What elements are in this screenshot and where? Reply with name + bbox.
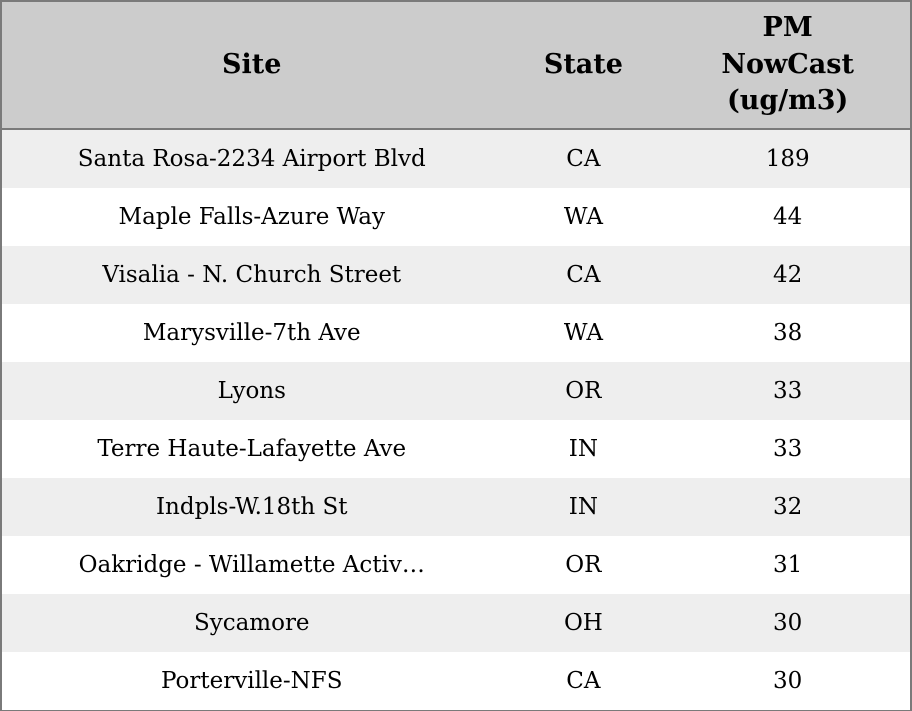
table-row: Visalia - N. Church Street CA 42 [1, 246, 911, 304]
pm-value-cell: 33 [665, 362, 911, 420]
state-cell: CA [501, 652, 666, 711]
state-cell: OR [501, 362, 666, 420]
pm-value-cell: 30 [665, 594, 911, 652]
state-cell: CA [501, 246, 666, 304]
state-cell: IN [501, 478, 666, 536]
state-cell: WA [501, 304, 666, 362]
site-cell: Terre Haute-Lafayette Ave [1, 420, 502, 478]
state-cell: OH [501, 594, 666, 652]
table-row: Maple Falls-Azure Way WA 44 [1, 188, 911, 246]
pm-value-cell: 33 [665, 420, 911, 478]
pm-value-cell: 38 [665, 304, 911, 362]
column-header-pm-nowcast: PM NowCast (ug/m3) [665, 1, 911, 130]
site-cell: Visalia - N. Church Street [1, 246, 502, 304]
table-row: Porterville-NFS CA 30 [1, 652, 911, 711]
column-header-site: Site [1, 1, 502, 130]
site-cell: Marysville-7th Ave [1, 304, 502, 362]
pm-value-cell: 44 [665, 188, 911, 246]
table-header: Site State PM NowCast (ug/m3) [1, 1, 911, 130]
table-row: Oakridge - Willamette Activ… OR 31 [1, 536, 911, 594]
state-cell: OR [501, 536, 666, 594]
site-cell: Santa Rosa-2234 Airport Blvd [1, 129, 502, 188]
site-cell: Sycamore [1, 594, 502, 652]
site-cell: Lyons [1, 362, 502, 420]
table-body: Santa Rosa-2234 Airport Blvd CA 189 Mapl… [1, 129, 911, 711]
pm-value-cell: 31 [665, 536, 911, 594]
table-row: Marysville-7th Ave WA 38 [1, 304, 911, 362]
site-cell: Maple Falls-Azure Way [1, 188, 502, 246]
table-row: Sycamore OH 30 [1, 594, 911, 652]
table-row: Terre Haute-Lafayette Ave IN 33 [1, 420, 911, 478]
table-row: Lyons OR 33 [1, 362, 911, 420]
pm-value-cell: 42 [665, 246, 911, 304]
header-row: Site State PM NowCast (ug/m3) [1, 1, 911, 130]
site-cell: Indpls-W.18th St [1, 478, 502, 536]
column-header-state: State [501, 1, 666, 130]
state-cell: WA [501, 188, 666, 246]
site-cell: Oakridge - Willamette Activ… [1, 536, 502, 594]
pm-value-cell: 30 [665, 652, 911, 711]
site-cell: Porterville-NFS [1, 652, 502, 711]
table-row: Indpls-W.18th St IN 32 [1, 478, 911, 536]
pm-value-cell: 189 [665, 129, 911, 188]
table-row: Santa Rosa-2234 Airport Blvd CA 189 [1, 129, 911, 188]
state-cell: IN [501, 420, 666, 478]
state-cell: CA [501, 129, 666, 188]
pm-value-cell: 32 [665, 478, 911, 536]
